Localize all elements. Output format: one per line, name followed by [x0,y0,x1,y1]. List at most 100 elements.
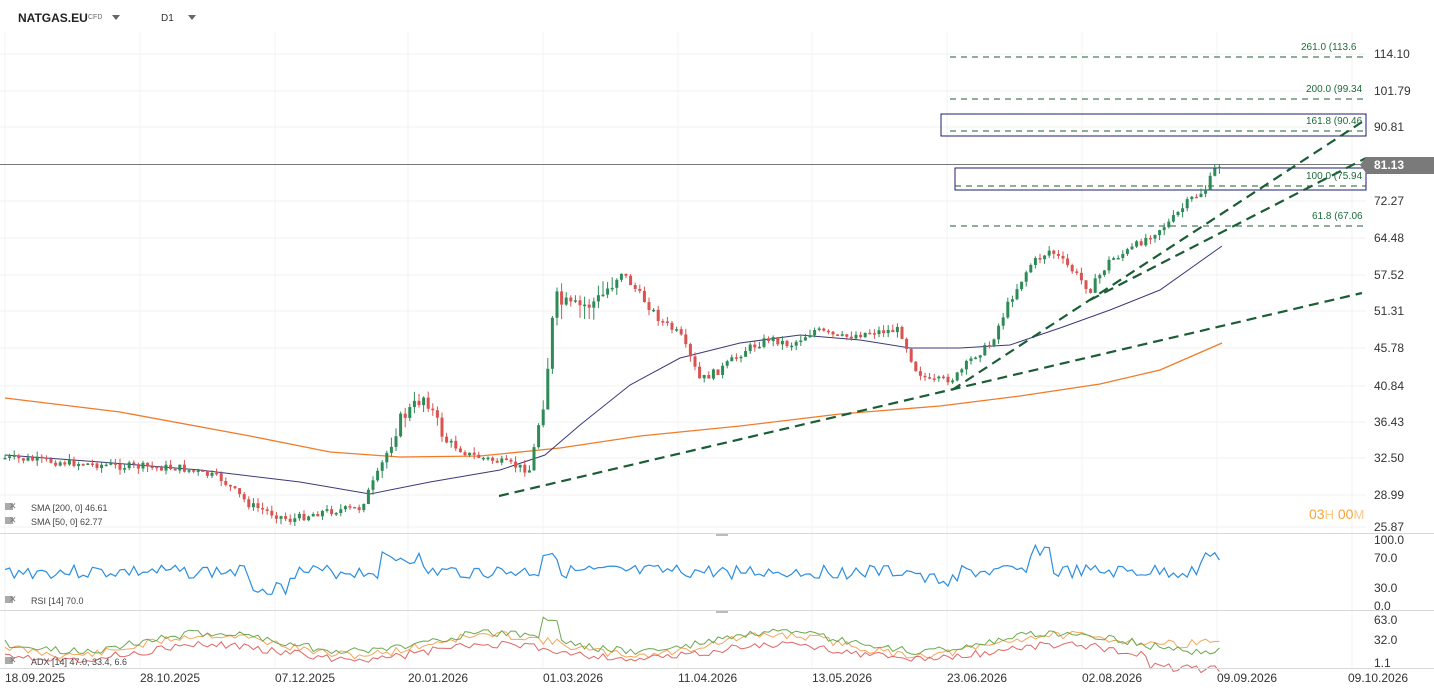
candle-body [1158,230,1162,236]
candle-body [256,503,260,508]
candle-body [454,440,458,449]
candle-body [394,436,398,447]
candle-body [647,302,651,310]
candle-body [960,369,964,373]
candle-body [72,459,76,467]
candle-body [325,509,329,511]
timeframe-selector[interactable]: D1 [161,13,174,24]
candle-body [1001,317,1005,326]
candle-body [684,334,688,345]
candle-body [320,510,324,517]
candle-body [417,400,421,406]
candle-body [583,304,587,307]
candle-body [592,301,596,308]
date-axis-label: 09.09.2026 [1217,671,1278,685]
candle-body [196,470,200,472]
candle-body [49,458,53,463]
candle-body [8,456,12,458]
rsi-settings-icon[interactable] [5,596,13,603]
candle-body [205,470,209,476]
sma-50-line [4,245,1223,495]
candle-body [527,470,531,473]
candle-body [468,452,472,456]
candle-body [426,397,430,409]
candle-body [656,309,660,321]
candle-body [109,463,113,465]
sma200-remove-icon[interactable]: ✕ [9,501,17,511]
candle-body [992,339,996,347]
candle-body [113,463,117,465]
candle-body [380,462,384,471]
sma50-settings-icon[interactable] [5,517,13,524]
candle-body [711,369,715,379]
candle-body [150,466,154,468]
candle-body [26,457,30,461]
candle-body [1208,175,1212,190]
candle-body [136,464,140,469]
candle-body [665,321,669,323]
candle-body [279,516,283,519]
candle-body [900,326,904,339]
candle-body [385,452,389,463]
candle-body [863,332,867,338]
adx-axis-label: 32.0 [1374,633,1398,647]
candle-body [1093,278,1097,293]
candle-body [730,357,734,362]
instrument-type: CFD [88,14,103,21]
candle-body [702,374,706,379]
candle-body [366,489,370,504]
candle-body [974,357,978,360]
candle-body [1171,215,1175,222]
candle-body [762,338,766,347]
sma200-settings-icon[interactable] [5,503,13,510]
candle-body [238,488,242,495]
date-axis-label: 01.03.2026 [543,671,604,685]
symbol-name[interactable]: NATGAS.EU [18,11,88,25]
candle-body [104,464,108,467]
candle-body [348,506,352,508]
candle-body [845,334,849,337]
candle-body [449,440,453,443]
candle-body [1135,241,1139,247]
candle-body [964,360,968,370]
candle-body [767,338,771,342]
symbol-dropdown-icon[interactable] [112,15,120,20]
candle-body [343,506,347,510]
candle-body [1190,196,1194,200]
candle-body [905,338,909,350]
candle-body [1084,280,1088,290]
candle-body [688,344,692,357]
sma-200-line [4,342,1223,458]
candle-body [1052,250,1056,254]
rsi-remove-icon[interactable]: ✕ [9,594,17,604]
rsi-resize-handle[interactable] [716,534,728,536]
adx-minus-di-line [4,640,1220,674]
price-axis-label: 28.99 [1374,488,1405,502]
candle-body [937,376,941,379]
fibonacci-levels [950,56,1366,227]
candle-body [173,468,177,471]
candle-body [951,380,955,383]
candle-body [1181,208,1185,213]
candle-body [67,459,71,465]
candle-body [118,463,122,470]
candle-body [1038,258,1042,260]
candle-body [610,287,614,290]
fib-level-label: 100.0 (75.94 [1306,171,1363,182]
candle-body [1020,281,1024,290]
timeframe-dropdown-icon[interactable] [188,15,196,20]
candle-body [219,473,223,481]
adx-remove-icon[interactable]: ✕ [9,655,17,665]
price-axis-label: 40.84 [1374,379,1405,393]
sma50-remove-icon[interactable]: ✕ [9,515,17,525]
rsi-legend: RSI [14] 70.0 [31,596,84,606]
fib-level-label: 161.8 (90.46 [1306,116,1363,127]
candle-body [1185,199,1189,209]
candle-body [661,320,665,323]
candle-body [928,377,932,379]
adx-resize-handle[interactable] [716,611,728,613]
candle-timer: 03H 00M [1309,506,1364,522]
adx-settings-icon[interactable] [5,657,13,664]
rsi-axis-label: 70.0 [1374,551,1398,565]
